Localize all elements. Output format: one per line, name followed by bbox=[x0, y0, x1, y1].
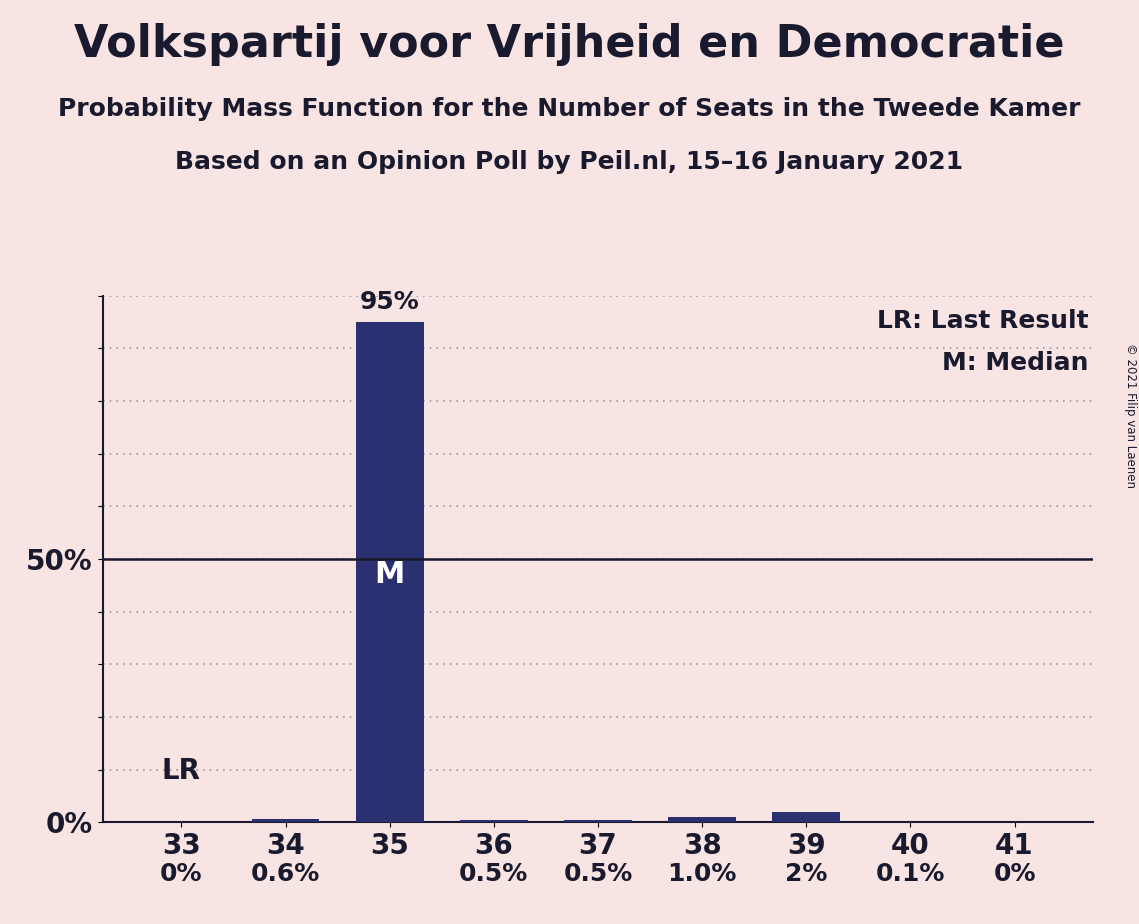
Bar bbox=[772, 812, 841, 822]
Text: 0%: 0% bbox=[161, 862, 203, 886]
Text: 0.6%: 0.6% bbox=[251, 862, 320, 886]
Text: 0.5%: 0.5% bbox=[459, 862, 528, 886]
Bar bbox=[564, 820, 632, 822]
Text: 0.5%: 0.5% bbox=[564, 862, 632, 886]
Text: LR: LR bbox=[162, 758, 200, 785]
Text: 2%: 2% bbox=[785, 862, 827, 886]
Bar bbox=[355, 322, 424, 822]
Text: Based on an Opinion Poll by Peil.nl, 15–16 January 2021: Based on an Opinion Poll by Peil.nl, 15–… bbox=[175, 150, 964, 174]
Text: 1.0%: 1.0% bbox=[667, 862, 737, 886]
Text: LR: Last Result: LR: Last Result bbox=[877, 309, 1089, 333]
Text: M: Median: M: Median bbox=[942, 351, 1089, 375]
Text: 0%: 0% bbox=[993, 862, 1035, 886]
Text: Volkspartij voor Vrijheid en Democratie: Volkspartij voor Vrijheid en Democratie bbox=[74, 23, 1065, 67]
Text: © 2021 Filip van Laenen: © 2021 Filip van Laenen bbox=[1124, 344, 1137, 488]
Text: Probability Mass Function for the Number of Seats in the Tweede Kamer: Probability Mass Function for the Number… bbox=[58, 97, 1081, 121]
Bar bbox=[669, 817, 736, 822]
Text: 0.1%: 0.1% bbox=[876, 862, 945, 886]
Bar bbox=[460, 820, 527, 822]
Text: 95%: 95% bbox=[360, 290, 419, 314]
Bar bbox=[252, 820, 319, 822]
Text: M: M bbox=[375, 560, 404, 590]
